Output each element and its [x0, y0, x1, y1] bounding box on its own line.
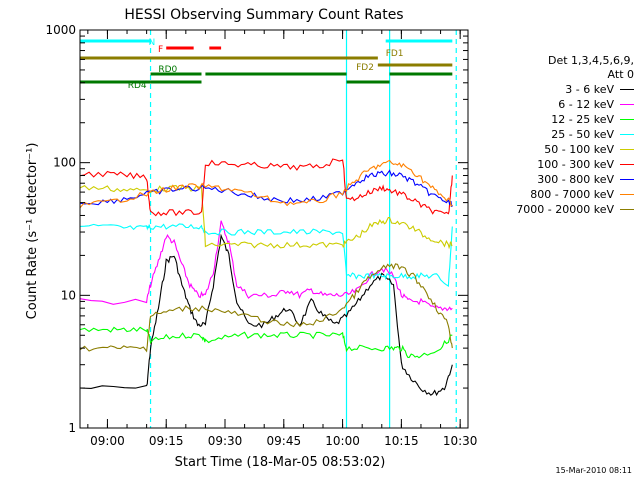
- legend-entry: 800 - 7000 keV: [484, 187, 634, 202]
- y-tick-label: 10: [61, 288, 76, 302]
- series-line-50-100-kev: [79, 184, 453, 250]
- legend-swatch: [620, 179, 634, 180]
- legend-entry: 6 - 12 keV: [484, 97, 634, 112]
- legend-swatch: [620, 149, 634, 150]
- series-line-7000-20000-kev: [79, 263, 453, 353]
- legend-header-line-2: Att 0: [607, 68, 634, 81]
- series-line-25-50-kev: [79, 223, 453, 287]
- legend-entry-label: 25 - 50 keV: [551, 127, 614, 141]
- legend-entry: 300 - 800 keV: [484, 172, 634, 187]
- legend-entry-label: 50 - 100 keV: [544, 142, 614, 156]
- legend-entry: 25 - 50 keV: [484, 127, 634, 142]
- y-tick-label: 1000: [45, 23, 76, 37]
- series-line-3-6-kev: [79, 233, 453, 397]
- generation-timestamp: 15-Mar-2010 08:11: [555, 466, 633, 475]
- x-tick-label: 10:15: [384, 434, 419, 448]
- y-tick-label: 1: [68, 421, 76, 435]
- x-tick-label: 10:30: [443, 434, 478, 448]
- flag-label-rd4: RD4: [128, 81, 147, 91]
- plot-area: NF FD1 FD2 RD0 RD4: [79, 30, 457, 428]
- x-tick-label: 10:00: [325, 434, 360, 448]
- y-tick-label: 100: [53, 156, 76, 170]
- legend-swatch: [620, 134, 634, 135]
- x-tick-label: 09:30: [208, 434, 243, 448]
- x-tick-label: 09:15: [149, 434, 184, 448]
- legend-entry-label: 100 - 300 keV: [537, 157, 614, 171]
- legend-entry: 7000 - 20000 keV: [484, 202, 634, 217]
- series-line-6-12-kev: [79, 220, 453, 312]
- x-tick-label: 09:00: [90, 434, 125, 448]
- legend-rows: 3 - 6 keV 6 - 12 keV 12 - 25 keV 25 - 50 ke…: [484, 82, 634, 217]
- legend-entry-label: 800 - 7000 keV: [530, 187, 614, 201]
- flag-label-fd1: FD1: [386, 49, 404, 59]
- flag-label-rd0: RD0: [158, 65, 177, 75]
- legend-swatch: [620, 89, 634, 90]
- series-line-100-300-kev: [79, 158, 453, 217]
- legend-entry: 12 - 25 keV: [484, 112, 634, 127]
- legend-entry-label: 12 - 25 keV: [551, 112, 614, 126]
- axes: 1 10 100 1000 09:00 09:15 09:30 09:45 10:00 10:15…: [45, 23, 477, 448]
- series-line-800-7000-kev: [79, 159, 453, 209]
- legend-swatch: [620, 194, 634, 195]
- legend-header-line-1: Det 1,3,4,5,6,9,: [547, 54, 634, 67]
- legend-entry: 3 - 6 keV: [484, 82, 634, 97]
- legend-entry-label: 7000 - 20000 keV: [516, 202, 614, 216]
- flag-label-n: N: [149, 38, 156, 48]
- legend: Det 1,3,4,5,6,9, Att 0 3 - 6 keV 6 - 12 k…: [484, 54, 634, 217]
- legend-entry: 50 - 100 keV: [484, 142, 634, 157]
- plot-frame: [79, 29, 469, 429]
- legend-swatch: [620, 164, 634, 165]
- legend-swatch: [620, 104, 634, 105]
- legend-entry-label: 6 - 12 keV: [558, 97, 614, 111]
- legend-swatch: [620, 209, 634, 210]
- legend-swatch: [620, 119, 634, 120]
- y-axis-label: Count Rate (s⁻¹ detector⁻¹): [25, 143, 40, 320]
- legend-entry-label: 300 - 800 keV: [537, 172, 614, 186]
- x-tick-label: 09:45: [267, 434, 302, 448]
- flag-label-f: F: [158, 45, 163, 55]
- chart-title: HESSI Observing Summary Count Rates: [124, 7, 403, 23]
- series-line-12-25-kev: [79, 326, 453, 359]
- legend-entry: 100 - 300 keV: [484, 157, 634, 172]
- legend-entry-label: 3 - 6 keV: [565, 82, 614, 96]
- x-axis-label: Start Time (18-Mar-05 08:53:02): [175, 455, 386, 470]
- flag-label-fd2: FD2: [356, 63, 374, 73]
